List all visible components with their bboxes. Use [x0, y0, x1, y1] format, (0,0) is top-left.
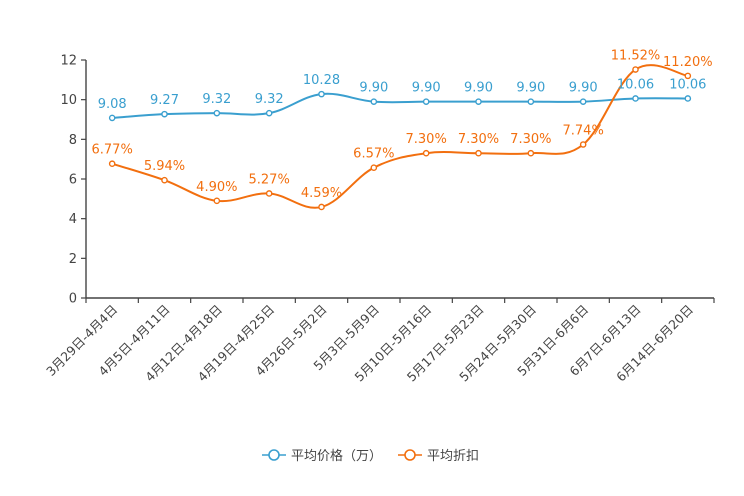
legend-item-0[interactable]: 平均价格（万） [262, 448, 382, 464]
data-label: 9.32 [255, 92, 284, 107]
data-label: 5.27% [249, 172, 290, 187]
data-point [684, 95, 692, 102]
y-tick-label: 8 [69, 133, 77, 148]
data-label: 9.90 [516, 81, 545, 96]
data-label: 10.06 [617, 77, 654, 92]
data-point [265, 190, 273, 197]
data-label: 9.90 [569, 81, 598, 96]
legend-marker-icon [268, 449, 280, 461]
data-label: 9.27 [150, 93, 179, 108]
y-tick-label: 4 [69, 212, 77, 227]
data-label: 6.57% [353, 147, 394, 162]
legend-marker-icon [404, 449, 416, 461]
legend-label: 平均折扣 [427, 449, 479, 464]
data-point [475, 98, 482, 105]
data-point [370, 164, 378, 171]
y-tick-label: 0 [69, 292, 77, 307]
data-label: 9.08 [98, 97, 127, 112]
legend[interactable]: 平均价格（万） 平均折扣 [262, 448, 479, 464]
data-point [632, 95, 639, 102]
data-label: 11.52% [611, 49, 661, 64]
data-point [265, 109, 273, 117]
data-label: 4.90% [196, 180, 237, 195]
data-label: 10.28 [303, 73, 340, 88]
legend-label: 平均价格（万） [291, 448, 382, 464]
data-point [213, 197, 221, 205]
series-line [112, 92, 688, 119]
x-axis: 3月29日-4月4日4月5日-4月11日4月12日-4月18日4月19日-4月2… [43, 297, 715, 385]
series-layer [108, 64, 692, 211]
data-label: 11.20% [663, 55, 713, 70]
data-label: 9.90 [359, 81, 388, 96]
data-point [370, 98, 378, 105]
data-point [632, 66, 639, 73]
data-point [579, 98, 587, 105]
data-point [108, 114, 116, 122]
y-tick-label: 6 [69, 173, 77, 188]
data-point [318, 203, 325, 211]
series-0 [108, 90, 692, 122]
y-axis: 0 2 4 6 8 10 12 [60, 54, 87, 307]
data-point [161, 110, 168, 118]
data-label: 7.74% [563, 123, 604, 138]
y-tick-label: 10 [60, 93, 77, 108]
data-point [108, 160, 116, 168]
data-label: 7.30% [406, 132, 447, 147]
data-point [527, 98, 535, 105]
data-label: 9.90 [412, 81, 441, 96]
data-point [422, 149, 430, 157]
data-point [213, 109, 221, 117]
data-labels: 9.08 9.27 9.32 9.32 10.28 9.90 9.90 9.90 9.90 9.9… [92, 49, 713, 201]
data-label: 7.30% [510, 132, 551, 147]
data-point [318, 90, 325, 98]
data-label: 7.30% [458, 132, 499, 147]
data-label: 9.90 [464, 81, 493, 96]
series-1 [108, 64, 692, 211]
data-point [579, 141, 587, 148]
data-label: 4.59% [301, 186, 342, 201]
data-label: 5.94% [144, 159, 185, 174]
data-point [527, 149, 535, 157]
data-label: 6.77% [92, 143, 133, 158]
data-point [422, 98, 430, 105]
data-point [475, 149, 482, 157]
legend-item-1[interactable]: 平均折扣 [398, 449, 479, 464]
y-tick-label: 12 [60, 54, 77, 69]
y-tick-label: 2 [69, 252, 77, 267]
data-label: 10.06 [669, 77, 706, 92]
data-label: 9.32 [202, 92, 231, 107]
data-point [161, 176, 168, 184]
data-point [684, 72, 692, 80]
